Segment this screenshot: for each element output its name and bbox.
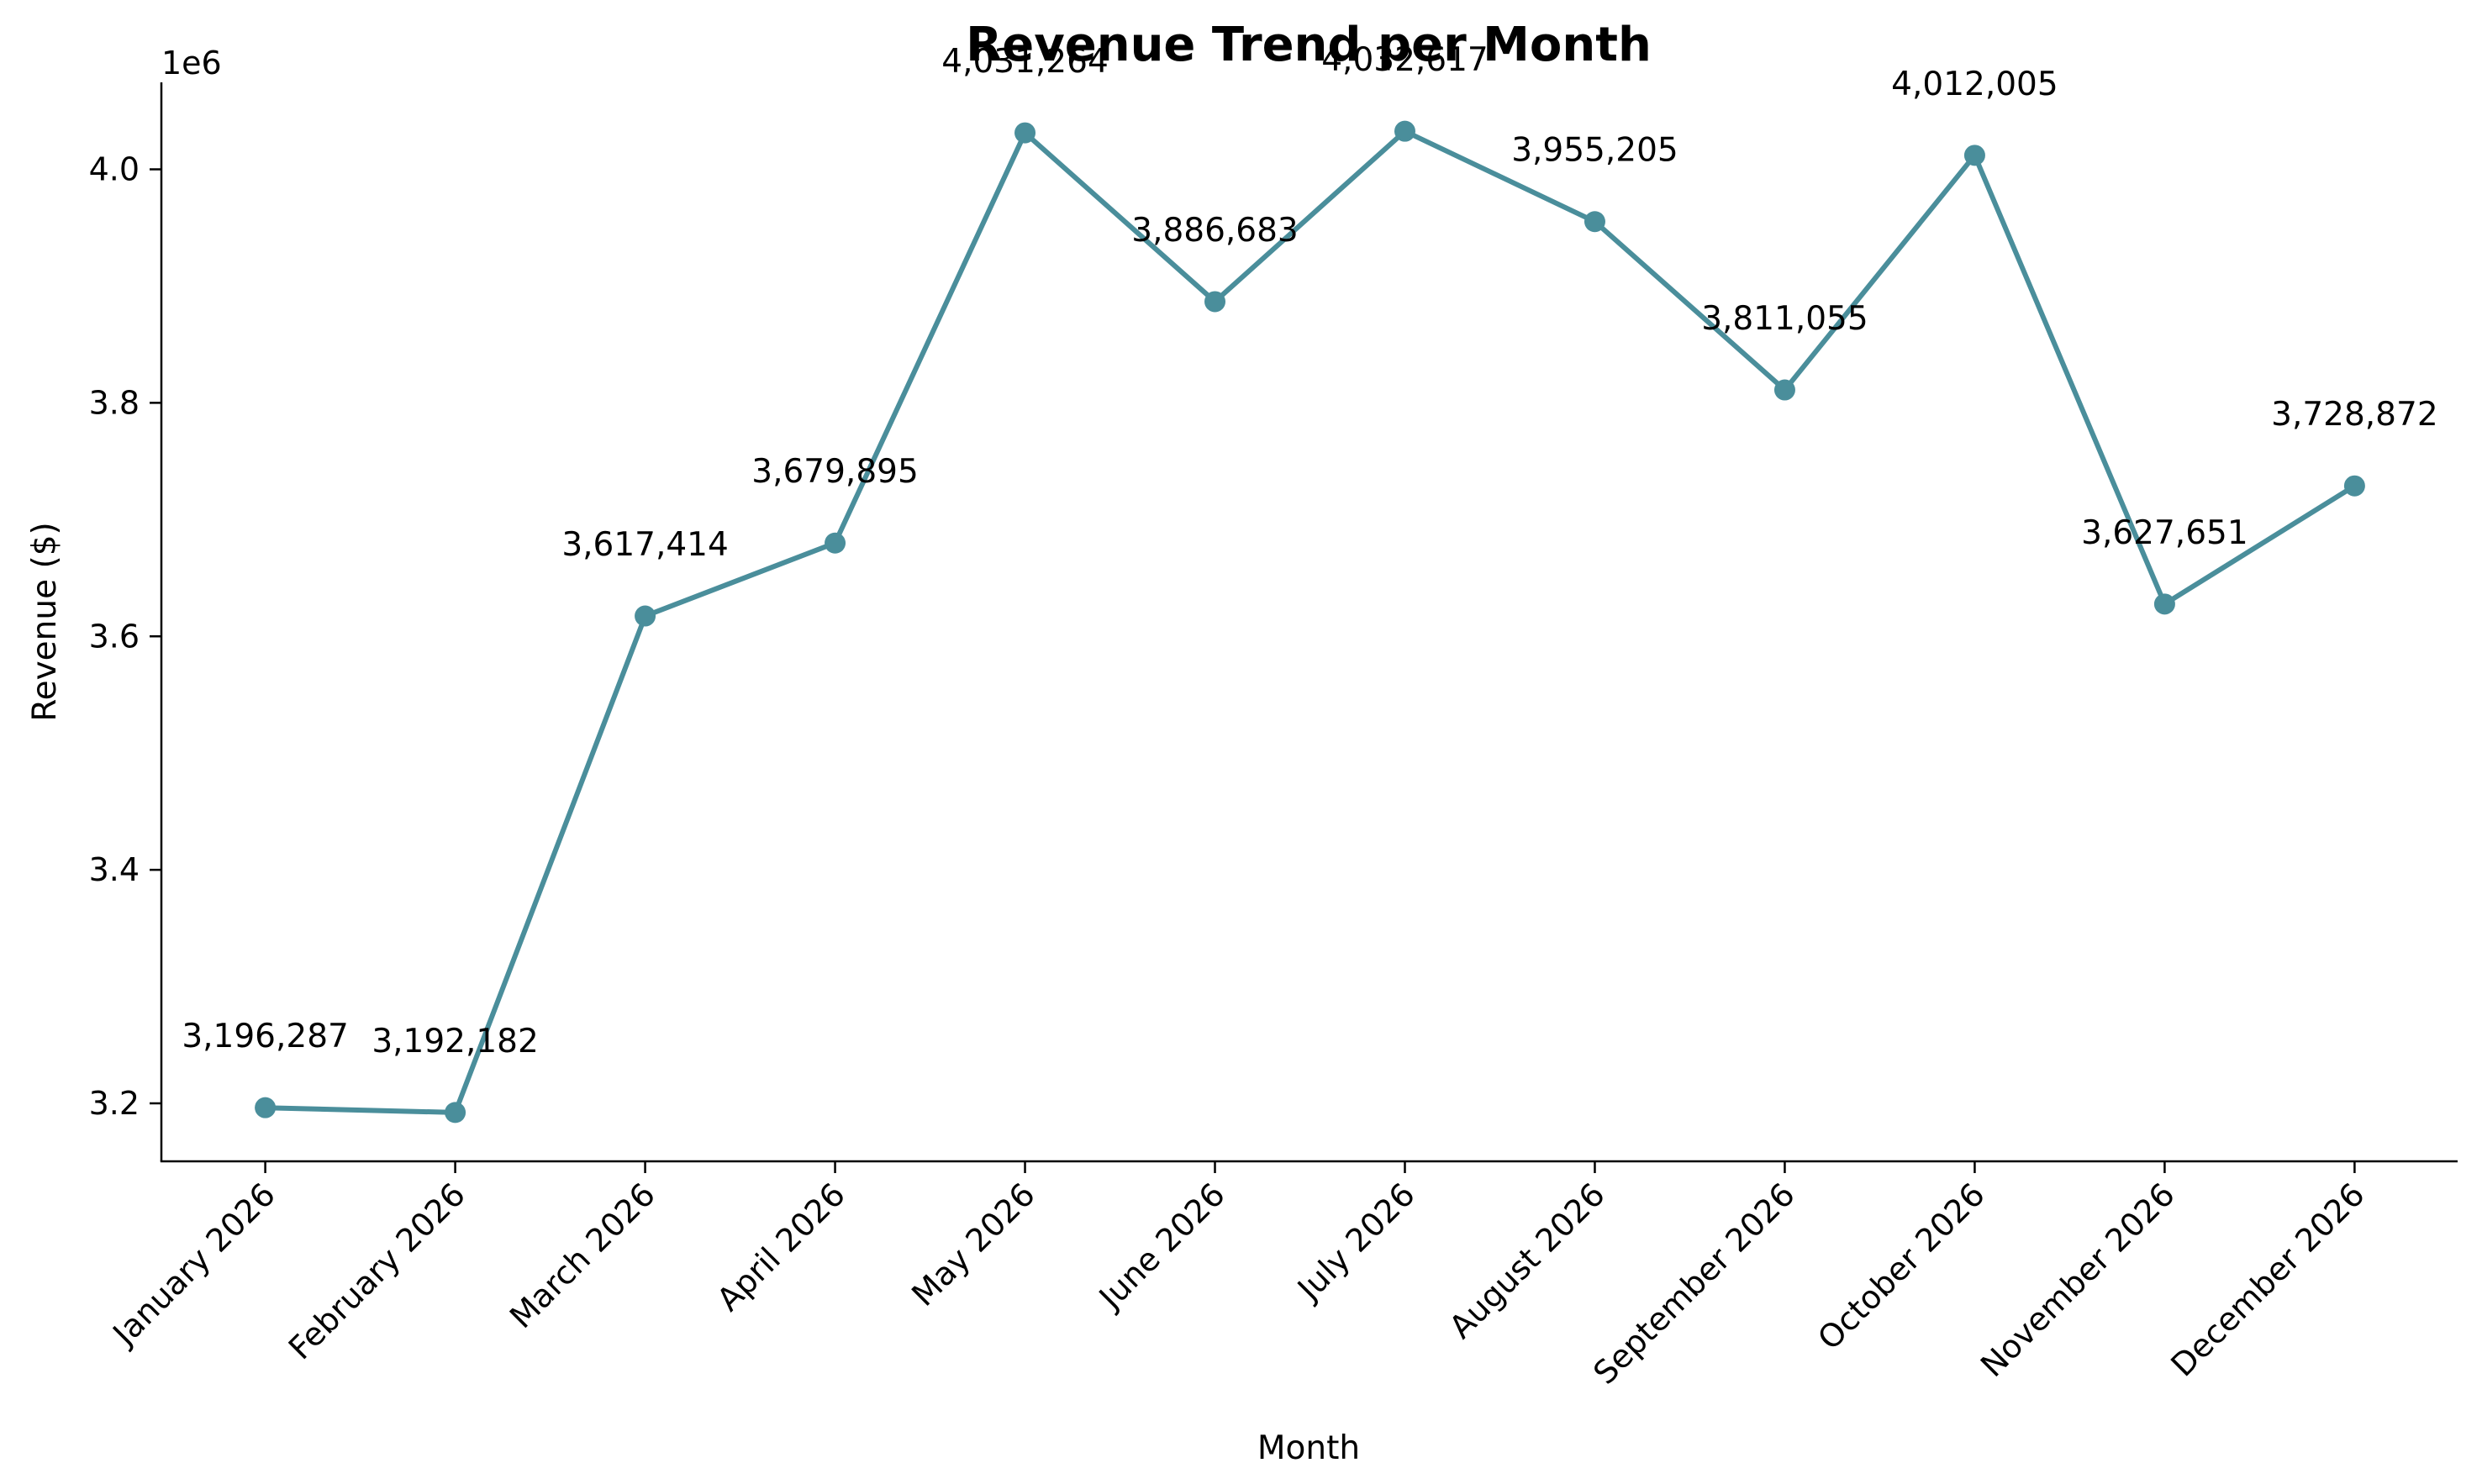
x-tick-label: September 2026 [1586, 1176, 1802, 1392]
y-tick-label: 3.2 [89, 1085, 140, 1122]
plot-area [255, 120, 2365, 1124]
y-tick-label: 3.8 [89, 384, 140, 421]
data-point [1963, 145, 1985, 166]
data-label: 3,627,651 [2081, 514, 2248, 552]
x-tick-label: December 2026 [2163, 1176, 2371, 1383]
data-label: 4,032,617 [1321, 41, 1489, 79]
data-label: 3,679,895 [751, 453, 919, 491]
data-point [1394, 120, 1415, 142]
data-point [1204, 291, 1226, 313]
y-tick-label: 3.4 [89, 851, 140, 888]
data-point [255, 1097, 277, 1118]
data-label: 3,196,287 [182, 1018, 349, 1055]
x-tick-label: May 2026 [904, 1176, 1042, 1313]
data-point [1773, 379, 1795, 401]
data-point [445, 1102, 466, 1124]
revenue-series-line [262, 129, 2358, 1115]
x-tick-label: March 2026 [503, 1176, 662, 1335]
data-label: 3,617,414 [561, 526, 729, 564]
x-tick-label: November 2026 [1973, 1176, 2182, 1384]
y-tick-label: 3.6 [89, 618, 140, 655]
x-tick-label: January 2026 [105, 1176, 282, 1353]
y-tick-label: 4.0 [89, 151, 140, 188]
x-tick-label: August 2026 [1442, 1176, 1612, 1345]
data-point [2343, 475, 2365, 497]
data-point [1584, 211, 1605, 233]
data-point [635, 605, 656, 627]
data-label: 3,886,683 [1131, 212, 1299, 250]
data-label: 3,192,182 [372, 1023, 539, 1060]
data-label: 3,955,205 [1511, 132, 1678, 170]
x-tick-label: April 2026 [709, 1176, 851, 1318]
y-axis-title: Revenue ($) [26, 522, 64, 722]
data-label: 4,031,264 [941, 43, 1109, 81]
data-label: 3,811,055 [1701, 300, 1868, 338]
data-point [2153, 593, 2175, 615]
x-tick-label: October 2026 [1810, 1176, 1992, 1357]
data-point [825, 532, 846, 554]
data-label: 3,728,872 [2271, 396, 2438, 434]
x-tick-label: June 2026 [1091, 1176, 1232, 1317]
data-point [1014, 122, 1036, 144]
x-tick-label: February 2026 [282, 1176, 472, 1366]
x-tick-label: July 2026 [1289, 1176, 1422, 1308]
data-label: 4,012,005 [1891, 66, 2058, 103]
y-scale-label: 1e6 [161, 45, 222, 82]
x-axis-title: Month [1257, 1429, 1360, 1467]
chart-title: Revenue Trend per Month [966, 18, 1652, 72]
